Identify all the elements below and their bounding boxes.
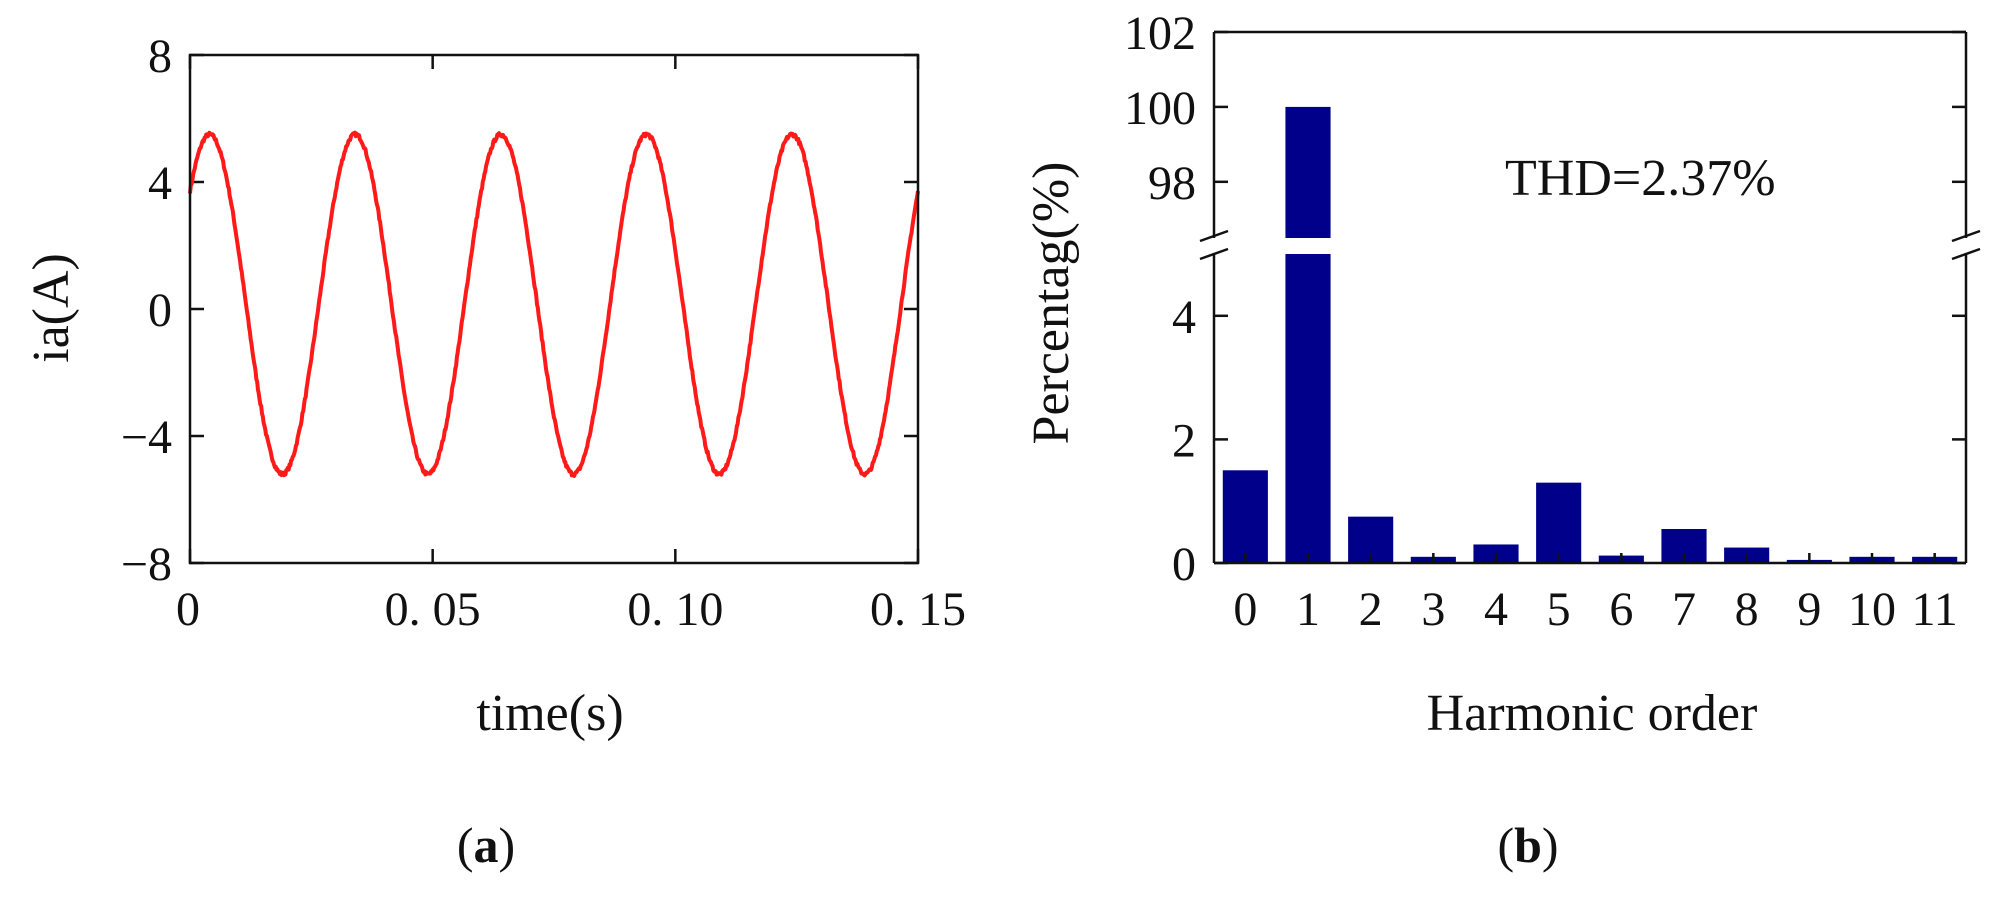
x-tick-label: 6 [1609,583,1633,636]
x-tick-label: 3 [1421,583,1445,636]
axis-break-mark [1951,247,1981,261]
chart-a-tick-labels: 0 0. 05 0. 10 0. 15 8 4 0 −4 −8 [121,30,966,636]
x-tick-label: 0. 10 [627,583,723,636]
x-tick-label: 2 [1359,583,1383,636]
panel-b-letter: b [1514,817,1542,873]
harmonic-bar [1536,482,1582,563]
y-tick-label: 100 [1124,82,1196,135]
chart-a-y-axis-title: ia(A) [23,253,80,363]
thd-annotation: THD=2.37% [1505,150,1776,207]
y-tick-label: 98 [1148,157,1196,210]
panel-b-open-paren: ( [1497,817,1514,873]
x-tick-label: 0. 05 [385,583,481,636]
current-waveform-line [188,130,920,478]
y-tick-label: 4 [1172,291,1196,344]
chart-b-panel-label: (b) [1497,817,1558,873]
y-tick-label: 102 [1124,7,1196,60]
x-tick-label: 7 [1672,583,1696,636]
harmonic-bar-upper [1285,106,1331,238]
chart-a-x-axis-title: time(s) [476,685,623,742]
panel-a-letter: a [474,817,499,873]
chart-a-ticks [188,53,920,565]
y-tick-label: 8 [148,30,172,83]
chart-b-y-axis-title: Percentag(%) [1023,162,1080,445]
chart-b-ticks [1214,30,1966,565]
chart-a: 0 0. 05 0. 10 0. 15 8 4 0 −4 −8 time(s) ia(A) (a… [23,30,966,873]
y-tick-label: −8 [121,538,172,591]
x-tick-label: 4 [1484,583,1508,636]
x-tick-label: 10 [1848,583,1896,636]
chart-b-frame [1199,30,1981,565]
y-tick-label: 4 [148,157,172,210]
axis-break-mark [1199,247,1229,261]
x-tick-label: 9 [1797,583,1821,636]
chart-a-panel-label: (a) [457,817,515,873]
x-tick-label: 11 [1912,583,1958,636]
axis-break-mark [1951,229,1981,243]
panel-a-open-paren: ( [457,817,474,873]
y-tick-label: 2 [1172,414,1196,467]
x-tick-label: 1 [1296,583,1320,636]
harmonic-bar [1222,470,1268,563]
x-tick-label: 5 [1547,583,1571,636]
harmonic-bar [1285,254,1331,563]
x-tick-label: 0. 15 [870,583,966,636]
chart-b-x-axis-title: Harmonic order [1427,685,1758,742]
y-tick-label: 0 [148,284,172,337]
panel-a-close-paren: ) [499,817,516,873]
x-tick-label: 0 [1233,583,1257,636]
x-tick-label: 0 [176,583,200,636]
panel-b-close-paren: ) [1542,817,1559,873]
x-tick-label: 8 [1735,583,1759,636]
y-tick-label: −4 [121,411,172,464]
chart-a-frame [188,53,920,565]
y-tick-label: 0 [1172,538,1196,591]
axis-break-mark [1199,229,1229,243]
